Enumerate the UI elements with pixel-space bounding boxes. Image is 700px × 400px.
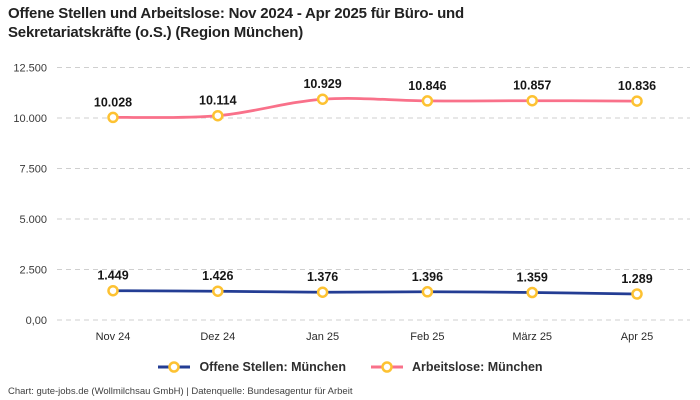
data-point-marker[interactable] bbox=[631, 95, 643, 107]
y-tick-label: 5.000 bbox=[19, 214, 47, 226]
series-line bbox=[111, 289, 639, 296]
data-point-marker[interactable] bbox=[526, 94, 538, 107]
y-tick-label: 2.500 bbox=[19, 265, 47, 277]
data-point-marker[interactable] bbox=[107, 284, 119, 297]
data-point-marker[interactable] bbox=[212, 109, 224, 122]
legend-label-arbeitslose: Arbeitslose: München bbox=[411, 360, 543, 374]
y-tick-label: 0,00 bbox=[26, 315, 47, 327]
x-tick-label: Apr 25 bbox=[621, 331, 653, 343]
y-tick-label: 12.500 bbox=[13, 63, 47, 75]
source-attribution: Chart: gute-jobs.de (Wollmilchsau GmbH) … bbox=[8, 386, 353, 397]
data-point-marker[interactable] bbox=[316, 93, 329, 105]
chart-title: Offene Stellen und Arbeitslose: Nov 2024… bbox=[8, 4, 464, 42]
data-label: 1.426 bbox=[202, 269, 233, 283]
data-point-marker[interactable] bbox=[631, 288, 643, 300]
data-point-marker[interactable] bbox=[421, 95, 434, 107]
x-tick-label: Dez 24 bbox=[200, 331, 235, 343]
data-label: 10.028 bbox=[94, 95, 132, 109]
data-label: 10.846 bbox=[408, 79, 446, 93]
x-tick-label: Jan 25 bbox=[306, 331, 339, 343]
legend-label-offene-stellen: Offene Stellen: München bbox=[199, 360, 346, 374]
data-label: 1.289 bbox=[621, 272, 652, 286]
data-point-marker[interactable] bbox=[212, 285, 224, 297]
chart-title-line1: Offene Stellen und Arbeitslose: Nov 2024… bbox=[8, 5, 464, 22]
data-point-marker[interactable] bbox=[316, 286, 329, 298]
data-label: 10.929 bbox=[303, 77, 341, 91]
x-tick-label: März 25 bbox=[512, 331, 552, 343]
y-tick-label: 7.500 bbox=[19, 164, 47, 176]
x-tick-label: Nov 24 bbox=[96, 331, 131, 343]
data-label: 1.376 bbox=[307, 270, 338, 284]
data-label: 10.114 bbox=[199, 94, 237, 108]
data-point-marker[interactable] bbox=[526, 286, 538, 299]
legend-item-offene-stellen[interactable]: Offene Stellen: München bbox=[157, 360, 346, 374]
series-line bbox=[111, 97, 639, 119]
data-label: 1.449 bbox=[97, 269, 128, 283]
chart-title-line2: Sekretariatskräfte (o.S.) (Region Münche… bbox=[8, 24, 303, 41]
y-tick-label: 10.000 bbox=[13, 113, 47, 125]
data-point-marker[interactable] bbox=[107, 111, 119, 124]
legend: Offene Stellen: München Arbeitslose: Mün… bbox=[0, 360, 700, 374]
legend-item-arbeitslose[interactable]: Arbeitslose: München bbox=[370, 360, 543, 374]
data-label: 1.359 bbox=[517, 271, 548, 285]
data-point-marker[interactable] bbox=[421, 286, 434, 298]
data-label: 10.857 bbox=[513, 79, 551, 93]
data-label: 1.396 bbox=[412, 270, 443, 284]
legend-line-marker-icon bbox=[370, 361, 403, 373]
data-label: 10.836 bbox=[618, 79, 656, 93]
x-tick-label: Feb 25 bbox=[410, 331, 444, 343]
legend-line-marker-icon bbox=[158, 361, 191, 373]
